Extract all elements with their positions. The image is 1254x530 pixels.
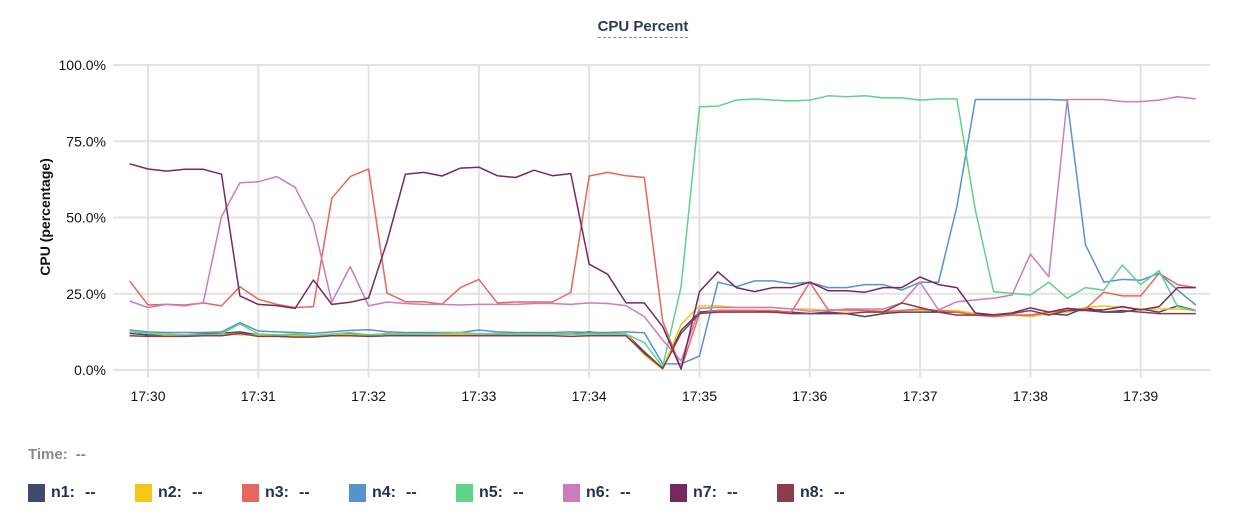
legend-value: --	[620, 484, 631, 501]
series-line-n8	[129, 302, 1196, 370]
y-axis-label: CPU (percentage)	[37, 158, 53, 275]
series-line-n4	[129, 98, 1197, 365]
time-value: --	[75, 446, 86, 463]
hover-time: Time: --	[28, 446, 86, 463]
x-tick-label: 17:34	[572, 388, 607, 404]
series-lines	[129, 95, 1197, 370]
y-tick-label: 100.0%	[59, 57, 106, 73]
legend-swatch	[777, 484, 794, 502]
legend-label: n1:	[51, 484, 75, 501]
legend-label: n4:	[372, 484, 396, 501]
time-label: Time:	[28, 446, 68, 463]
legend-label: n2:	[158, 484, 182, 501]
legend-item-n4[interactable]: n4: --	[349, 484, 456, 502]
legend-item-n2[interactable]: n2: --	[135, 484, 242, 502]
series-line-n6	[129, 95, 1196, 362]
y-axis-ticks: 0.0% 25.0% 50.0% 75.0% 100.0%	[59, 57, 106, 378]
legend-item-n8[interactable]: n8: --	[777, 484, 884, 502]
legend-swatch	[242, 484, 259, 502]
x-tick-label: 17:33	[461, 388, 496, 404]
legend-value: --	[299, 484, 310, 501]
legend-item-n3[interactable]: n3: --	[242, 484, 349, 502]
grid	[113, 64, 1210, 378]
legend-value: --	[192, 484, 203, 501]
legend-value: --	[85, 484, 96, 501]
chart-title-text: CPU Percent	[597, 18, 689, 38]
legend-swatch	[563, 484, 580, 502]
x-tick-label: 17:37	[903, 388, 938, 404]
legend-label: n6:	[586, 484, 610, 501]
legend-swatch	[28, 484, 45, 502]
legend-item-n1[interactable]: n1: --	[28, 484, 135, 502]
legend-item-n5[interactable]: n5: --	[456, 484, 563, 502]
legend-value: --	[834, 484, 845, 501]
series-line-n7	[129, 163, 1196, 370]
y-tick-label: 75.0%	[66, 133, 106, 149]
legend-label: n5:	[479, 484, 503, 501]
y-tick-label: 0.0%	[74, 362, 106, 378]
legend-swatch	[349, 484, 366, 502]
legend-value: --	[727, 484, 738, 501]
legend-value: --	[406, 484, 417, 501]
legend: n1: -- n2: -- n3: -- n4: -- n5: -- n6: -- n7: -…	[28, 484, 884, 502]
x-tick-label: 17:36	[792, 388, 827, 404]
x-tick-label: 17:32	[351, 388, 386, 404]
legend-label: n7:	[693, 484, 717, 501]
legend-swatch	[456, 484, 473, 502]
legend-swatch	[670, 484, 687, 502]
y-tick-label: 50.0%	[66, 210, 106, 226]
x-tick-label: 17:31	[241, 388, 276, 404]
legend-item-n6[interactable]: n6: --	[563, 484, 670, 502]
series-line-n3	[129, 168, 1196, 370]
legend-value: --	[513, 484, 524, 501]
legend-item-n7[interactable]: n7: --	[670, 484, 777, 502]
x-tick-label: 17:38	[1013, 388, 1048, 404]
chart-title[interactable]: CPU Percent	[0, 18, 1254, 38]
cpu-line-chart: 0.0%25.0%50.0%75.0%100.0% 17:30 17:31 17:3…	[37, 57, 1210, 404]
x-tick-label: 17:35	[682, 388, 717, 404]
legend-swatch	[135, 484, 152, 502]
x-tick-label: 17:39	[1123, 388, 1158, 404]
x-tick-label: 17:30	[130, 388, 165, 404]
y-tick-label: 25.0%	[66, 286, 106, 302]
legend-label: n3:	[265, 484, 289, 501]
legend-label: n8:	[800, 484, 824, 501]
x-axis-ticks: 17:30 17:31 17:32 17:33 17:34 17:35 17:36 17:37…	[130, 388, 1158, 404]
